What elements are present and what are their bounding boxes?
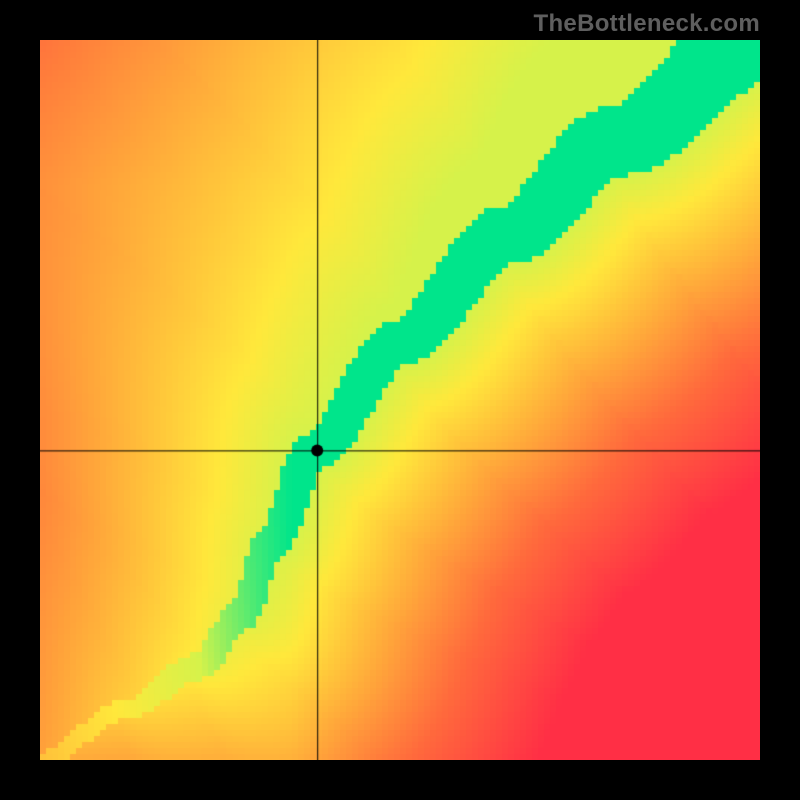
attribution-watermark: TheBottleneck.com <box>534 10 760 38</box>
chart-frame: TheBottleneck.com <box>0 0 800 800</box>
bottleneck-heatmap <box>40 40 760 760</box>
